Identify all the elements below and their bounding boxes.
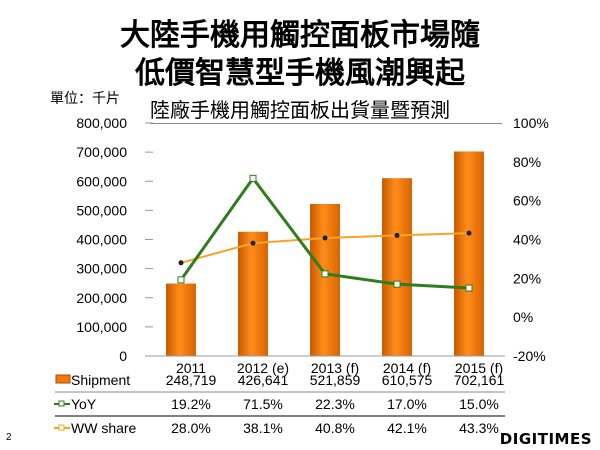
shipment-bar	[382, 178, 412, 356]
category-label: 2013 (f)	[311, 360, 359, 376]
table-cell: 521,859	[310, 372, 361, 388]
left-tick-label: 400,000	[76, 232, 127, 248]
shipment-bar	[454, 151, 484, 356]
shipment-bar	[238, 231, 268, 356]
table-cell: 610,575	[382, 372, 433, 388]
digitimes-logo: DIGITIMES	[499, 430, 592, 448]
yoy-point	[465, 284, 473, 292]
left-tick-label: 800,000	[76, 115, 127, 131]
ww-share-legend-label: WW share	[71, 420, 137, 436]
category-label: 2012 (e)	[237, 360, 289, 376]
left-tick-label: 600,000	[76, 173, 127, 189]
yoy-point	[249, 174, 257, 182]
yoy-point	[321, 270, 329, 278]
page-number: 2	[6, 432, 12, 443]
shipment-bar	[310, 204, 340, 356]
shipment-legend-key	[55, 374, 71, 384]
unit-label: 單位：千片	[50, 91, 120, 107]
right-tick-label: 40%	[513, 232, 541, 248]
category-label: 2015 (f)	[455, 360, 503, 376]
left-tick-label: 300,000	[76, 261, 127, 277]
left-tick-label: 700,000	[76, 144, 127, 160]
table-cell: 17.0%	[387, 396, 427, 412]
slide-title-line-1: 大陸手機用觸控面板市場隨	[120, 18, 480, 53]
table-cell: 28.0%	[171, 420, 211, 436]
left-tick-label: 200,000	[76, 290, 127, 306]
right-tick-label: 20%	[513, 270, 541, 286]
legend-key-marker	[58, 400, 65, 407]
left-tick-label: 500,000	[76, 202, 127, 218]
table-cell: 42.1%	[387, 420, 427, 436]
table-cell: 22.3%	[315, 396, 355, 412]
right-tick-label: 60%	[513, 193, 541, 209]
yoy-legend-label: YoY	[71, 396, 97, 412]
ww-share-point	[250, 240, 256, 246]
right-tick-label: 100%	[513, 115, 549, 131]
table-cell: 19.2%	[171, 396, 211, 412]
ww-share-point	[322, 235, 328, 241]
table-cell: 43.3%	[459, 420, 499, 436]
chart-title: 陸廠手機用觸控面板出貨量暨預測	[150, 94, 502, 124]
category-label: 2011	[176, 360, 206, 376]
slide-title-line-2: 低價智慧型手機風潮興起	[135, 56, 465, 91]
legend-key-marker	[58, 424, 65, 431]
table-cell: 40.8%	[315, 420, 355, 436]
table-cell: 426,641	[238, 372, 289, 388]
yoy-point	[393, 280, 401, 288]
category-label: 2014 (f)	[383, 360, 431, 376]
yoy-point	[177, 276, 185, 284]
table-cell: 38.1%	[243, 420, 283, 436]
table-cell: 71.5%	[243, 396, 283, 412]
left-tick-label: 100,000	[76, 319, 127, 335]
shipment-legend-label: Shipment	[71, 372, 130, 388]
table-cell: 15.0%	[459, 396, 499, 412]
table-cell: 702,161	[454, 372, 505, 388]
right-tick-label: -20%	[513, 348, 546, 364]
ww-share-point	[178, 260, 184, 266]
right-tick-label: 0%	[513, 309, 533, 325]
shipment-bar	[166, 283, 196, 356]
left-tick-label: 0	[119, 348, 127, 364]
table-cell: 248,719	[166, 372, 217, 388]
ww-share-point	[466, 230, 472, 236]
ww-share-point	[394, 232, 400, 238]
right-tick-label: 80%	[513, 154, 541, 170]
